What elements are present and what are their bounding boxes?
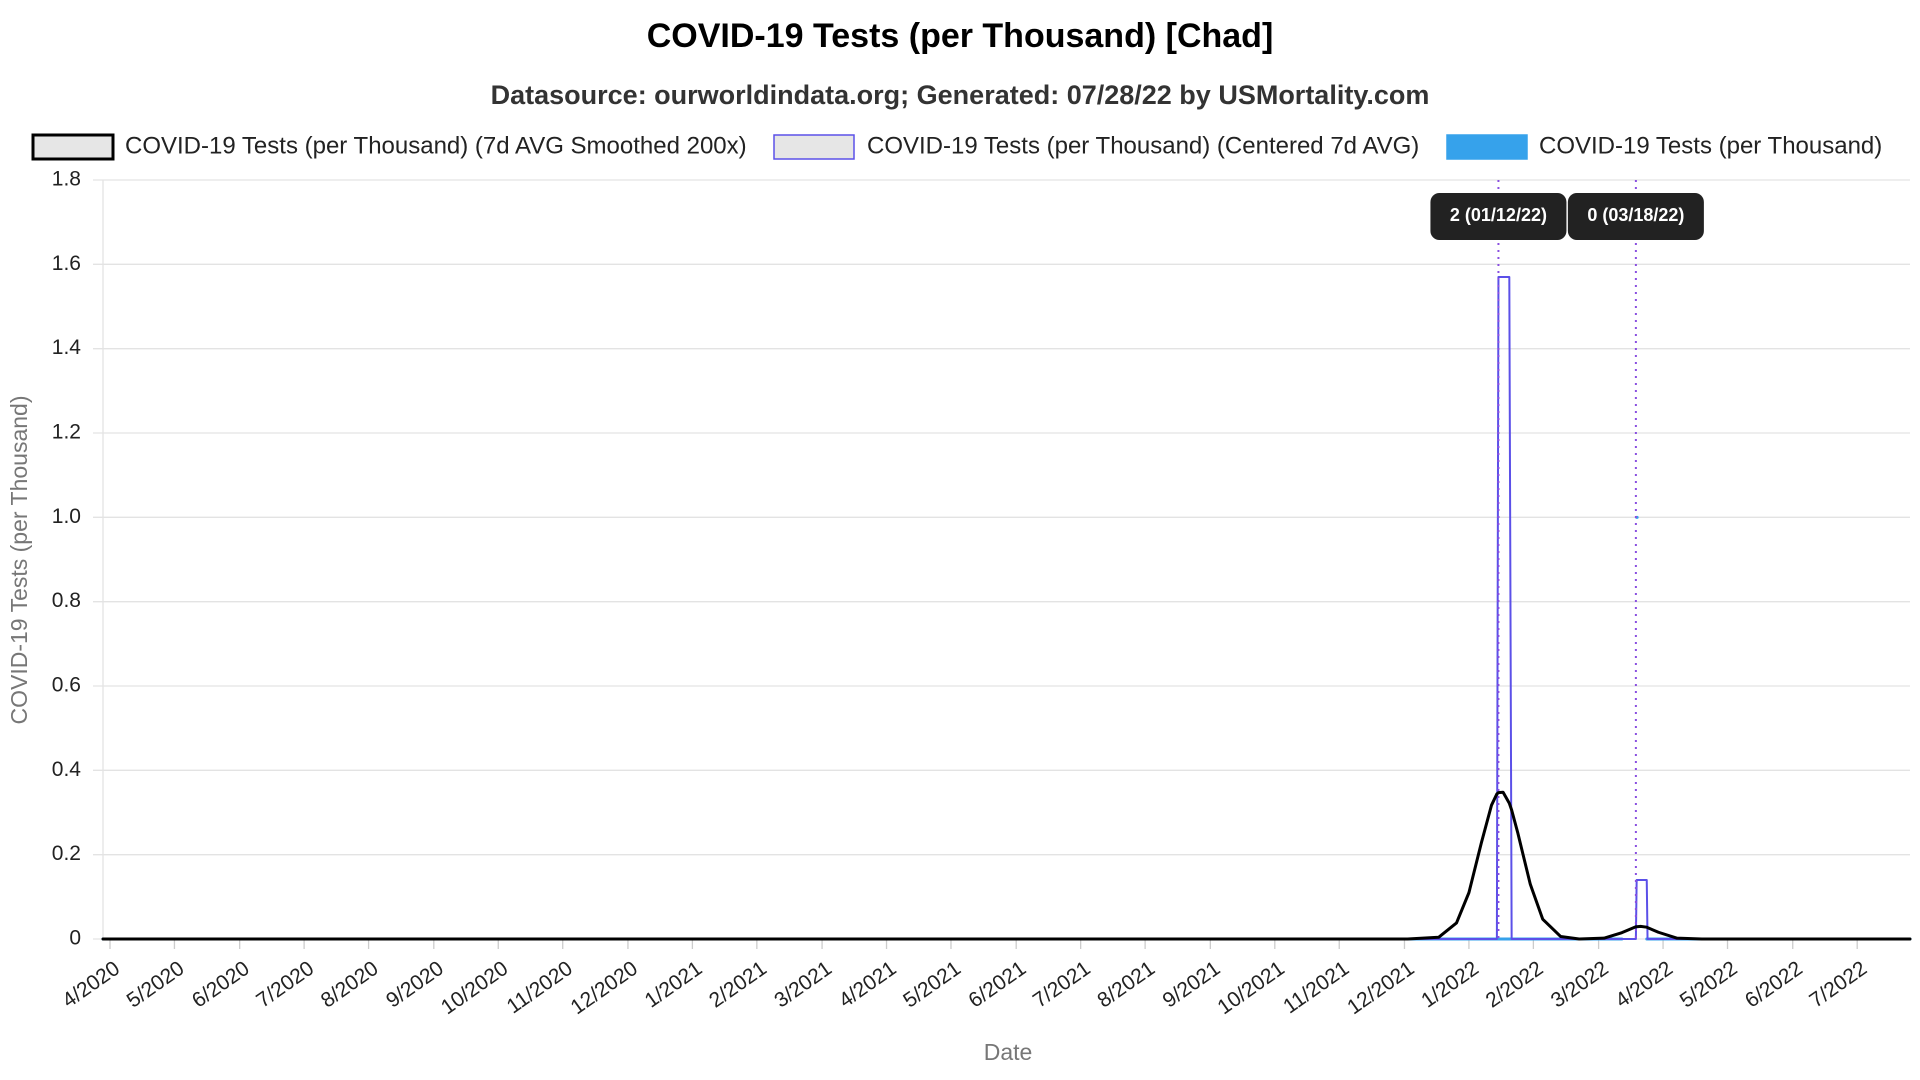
y-tick-label: 0.6 [52, 674, 81, 697]
y-tick-label: 1.6 [52, 252, 81, 275]
tooltip-box [1430, 193, 1567, 240]
x-tick-label: 6/2021 [964, 957, 1030, 1013]
y-tick-label: 0.2 [52, 842, 81, 865]
chart-title: COVID-19 Tests (per Thousand) [Chad] [647, 17, 1274, 55]
y-axis-title: COVID-19 Tests (per Thousand) [6, 396, 32, 725]
x-tick-label: 9/2020 [382, 957, 448, 1013]
x-tick-label: 7/2021 [1029, 957, 1095, 1013]
x-tick-label: 2/2022 [1482, 957, 1548, 1013]
chart-subtitle: Datasource: ourworldindata.org; Generate… [491, 80, 1430, 110]
legend-swatch [31, 133, 115, 161]
y-tick-label: 0 [69, 927, 81, 950]
x-tick-label: 6/2022 [1741, 957, 1807, 1013]
x-tick-label: 1/2021 [641, 957, 707, 1013]
x-tick-label: 3/2021 [770, 957, 836, 1013]
x-tick-label: 10/2020 [437, 957, 512, 1019]
x-tick-label: 11/2020 [503, 957, 577, 1018]
x-axis-title: Date [984, 1039, 1033, 1065]
x-tick-label: 10/2021 [1213, 957, 1288, 1019]
y-tick-label: 1.2 [52, 421, 81, 444]
x-tick-label: 9/2021 [1159, 957, 1225, 1013]
y-tick-label: 0.8 [52, 589, 81, 612]
x-tick-label: 7/2020 [252, 957, 318, 1013]
x-tick-label: 5/2021 [899, 957, 965, 1013]
legend-label: COVID-19 Tests (per Thousand) (7d AVG Sm… [125, 132, 747, 159]
x-tick-label: 3/2022 [1547, 957, 1613, 1013]
legend-label: COVID-19 Tests (per Thousand) [1539, 132, 1882, 159]
x-tick-label: 12/2021 [1343, 957, 1418, 1019]
x-tick-label: 8/2021 [1093, 957, 1159, 1013]
tooltip-box [1567, 193, 1704, 240]
x-tick-label: 1/2022 [1417, 957, 1483, 1013]
x-tick-label: 4/2021 [835, 957, 901, 1013]
x-tick-label: 12/2020 [567, 957, 642, 1019]
y-tick-label: 1.4 [52, 336, 82, 359]
x-tick-label: 6/2020 [188, 957, 254, 1013]
legend-swatch [773, 134, 855, 160]
series-line [101, 790, 1912, 941]
x-tick-label: 5/2020 [123, 957, 189, 1013]
series-line [102, 275, 1911, 940]
y-tick-label: 1.0 [52, 505, 81, 528]
y-tick-label: 0.4 [52, 758, 82, 781]
series-line [101, 515, 1912, 941]
x-tick-label: 11/2021 [1279, 957, 1353, 1018]
x-tick-label: 2/2021 [705, 957, 771, 1013]
x-tick-label: 4/2020 [58, 957, 124, 1013]
x-tick-label: 7/2022 [1805, 957, 1871, 1013]
x-tick-label: 8/2020 [317, 957, 383, 1013]
legend-label: COVID-19 Tests (per Thousand) (Centered … [867, 132, 1419, 159]
legend-swatch [1446, 134, 1528, 160]
tooltip-text: 2 (01/12/22) [1450, 205, 1547, 225]
x-tick-label: 4/2022 [1611, 957, 1677, 1013]
y-tick-label: 1.8 [52, 168, 81, 191]
tooltip-text: 0 (03/18/22) [1587, 205, 1684, 225]
x-tick-label: 5/2022 [1676, 957, 1742, 1013]
